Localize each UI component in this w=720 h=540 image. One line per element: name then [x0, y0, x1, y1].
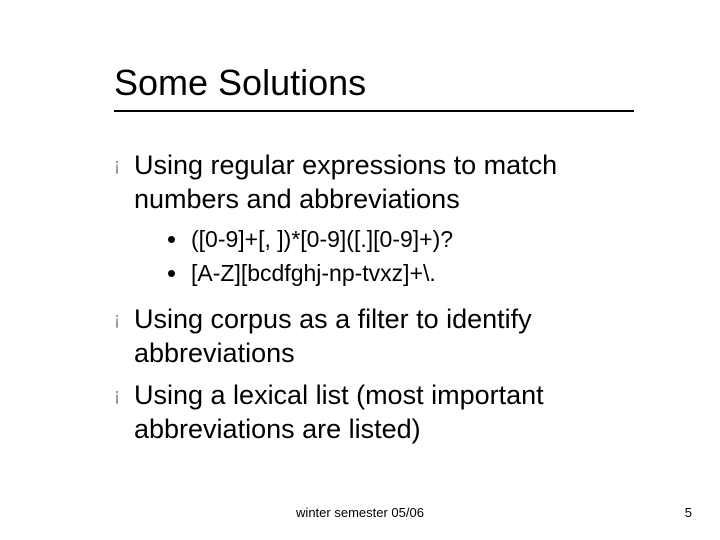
bullet-l1-text: Using corpus as a filter to identify abb… — [134, 302, 654, 370]
bullet-l2: ([0-9]+[, ])*[0-9]([.][0-9]+)? — [168, 224, 654, 254]
bullet-l1: ¡ Using a lexical list (most important a… — [114, 378, 654, 446]
dot-bullet-icon — [168, 270, 175, 277]
ring-bullet-icon: ¡ — [114, 302, 120, 336]
bullet-l2-text: [A-Z][bcdfghj-np-tvxz]+\. — [191, 258, 436, 288]
bullet-l1-text: Using a lexical list (most important abb… — [134, 378, 654, 446]
bullet-l2-text: ([0-9]+[, ])*[0-9]([.][0-9]+)? — [191, 224, 453, 254]
bullet-l1: ¡ Using regular expressions to match num… — [114, 148, 654, 216]
page-number: 5 — [685, 505, 692, 520]
ring-bullet-icon: ¡ — [114, 148, 120, 182]
bullet-l2: [A-Z][bcdfghj-np-tvxz]+\. — [168, 258, 654, 288]
slide: Some Solutions ¡ Using regular expressio… — [0, 0, 720, 540]
slide-footer: winter semester 05/06 — [0, 505, 720, 520]
dot-bullet-icon — [168, 236, 175, 243]
bullet-l1: ¡ Using corpus as a filter to identify a… — [114, 302, 654, 370]
sub-bullet-group: ([0-9]+[, ])*[0-9]([.][0-9]+)? [A-Z][bcd… — [168, 224, 654, 288]
bullet-l1-text: Using regular expressions to match numbe… — [134, 148, 654, 216]
slide-content: ¡ Using regular expressions to match num… — [114, 148, 654, 454]
title-underline — [114, 110, 634, 112]
slide-title: Some Solutions — [114, 62, 366, 104]
ring-bullet-icon: ¡ — [114, 378, 120, 412]
